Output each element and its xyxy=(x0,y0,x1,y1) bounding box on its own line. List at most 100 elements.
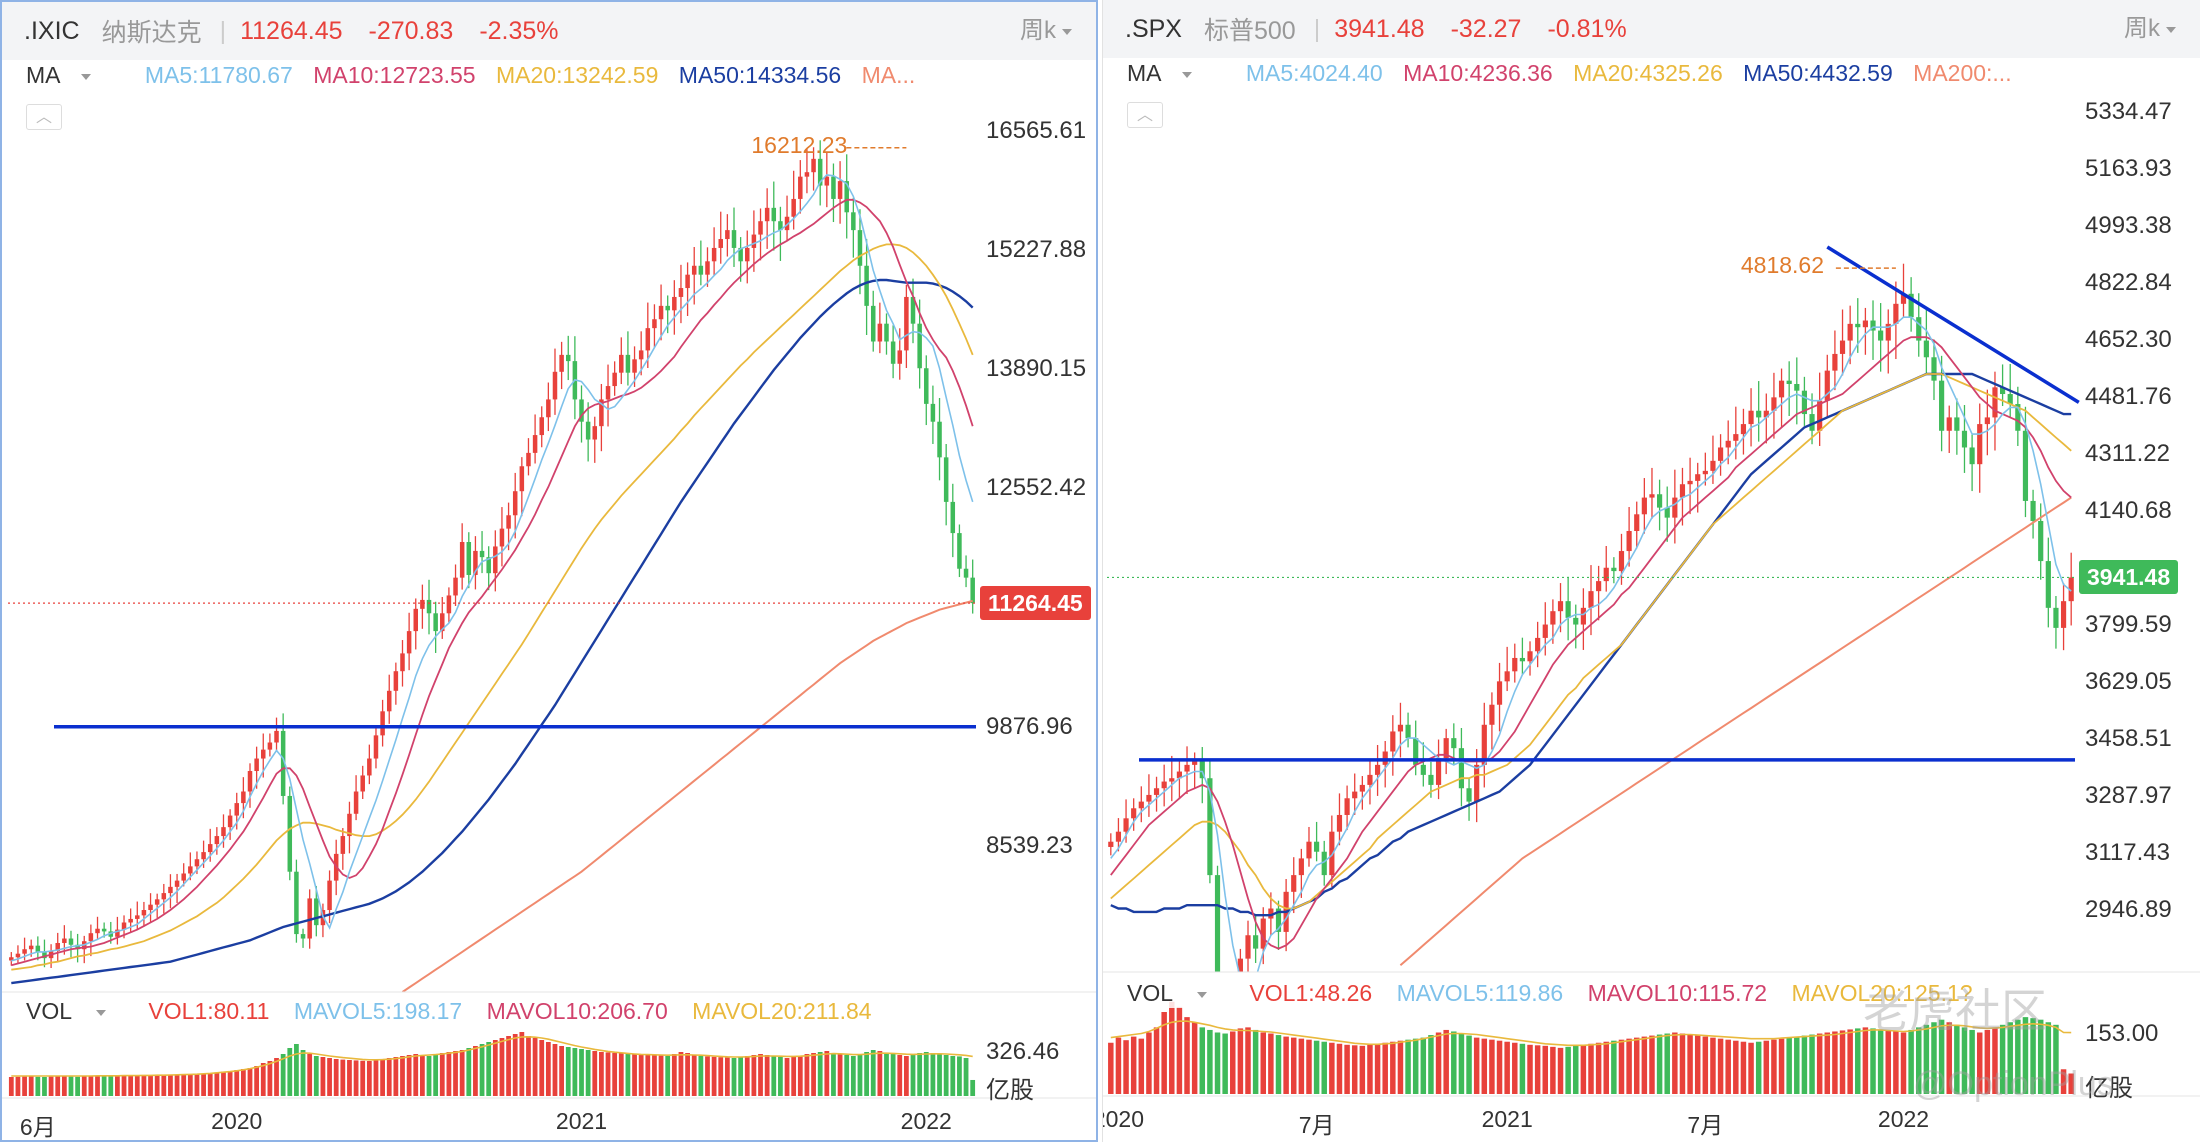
volume-bar xyxy=(1687,1034,1693,1094)
candle-body xyxy=(698,265,704,275)
candle-body xyxy=(413,608,419,632)
candle-body xyxy=(1893,303,1899,324)
candle-body xyxy=(559,354,564,372)
last-price-tag: 11264.45 xyxy=(980,586,1091,621)
volume-bar xyxy=(1626,1038,1632,1094)
volume-bar xyxy=(857,1054,863,1096)
volume-bar xyxy=(187,1074,193,1096)
candle-body xyxy=(1298,858,1304,876)
candle-body xyxy=(154,899,160,905)
y-tick-label: 15227.88 xyxy=(986,235,1087,263)
candle-body xyxy=(930,403,936,422)
candle-body xyxy=(532,435,538,453)
volume-bar xyxy=(1207,1029,1213,1094)
volume-bar xyxy=(1946,1022,1952,1094)
volume-bar xyxy=(320,1057,326,1096)
volume-plot xyxy=(8,1032,976,1096)
volume-bar xyxy=(1694,1035,1701,1094)
volume-bar xyxy=(1573,1045,1579,1094)
mavol20-label: MAVOL20:211.84 xyxy=(692,998,872,1024)
candle-body xyxy=(459,542,465,578)
volume-bar xyxy=(691,1055,697,1096)
volume-bar xyxy=(1367,1044,1373,1094)
volume-bar xyxy=(201,1073,206,1096)
ma-legend: MA MA5:4024.40 MA10:4236.36 MA20:4325.26… xyxy=(1103,58,2200,88)
volume-bar xyxy=(2053,1024,2059,1094)
vol-selector[interactable]: VOL xyxy=(1127,980,1225,1006)
candle-body xyxy=(745,247,750,262)
candle-body xyxy=(1855,323,1861,328)
volume-bar xyxy=(174,1074,180,1096)
candle-body xyxy=(2030,500,2036,521)
chart-header: .SPX 标普500 | 3941.48 -32.27 -0.81% 周k xyxy=(1103,0,2200,58)
candle-body xyxy=(1352,791,1358,799)
candle-body xyxy=(22,949,27,954)
price-change-pct: -0.81% xyxy=(1547,14,1627,43)
volume-bar xyxy=(526,1036,531,1096)
volume-bar xyxy=(1153,1027,1160,1094)
header-divider: | xyxy=(219,16,227,45)
volume-bar xyxy=(592,1051,598,1096)
volume-bar xyxy=(1931,1022,1937,1094)
volume-tick-label: 亿股 xyxy=(986,1077,1034,1104)
volume-bar xyxy=(75,1076,81,1096)
candle-body xyxy=(612,372,617,387)
candle-body xyxy=(904,296,909,351)
candle-body xyxy=(691,265,697,275)
volume-bar xyxy=(1992,1027,1998,1094)
candle-body xyxy=(380,711,385,736)
volume-bar xyxy=(718,1057,724,1096)
candle-body xyxy=(685,274,690,289)
vol1-label: VOL1:80.11 xyxy=(148,998,270,1024)
candle-body xyxy=(1344,798,1350,815)
candle-body xyxy=(267,742,273,750)
x-tick-label: 6月 xyxy=(19,1114,56,1140)
candle-body xyxy=(1131,808,1137,819)
volume-bar xyxy=(632,1054,637,1096)
ma-selector[interactable]: MA xyxy=(1127,60,1206,86)
volume-bar xyxy=(386,1058,392,1096)
candle-body xyxy=(373,735,379,759)
candle-body xyxy=(1390,731,1396,752)
period-selector[interactable]: 周k xyxy=(1020,2,1072,60)
candle-body xyxy=(1123,818,1129,832)
vol-selector[interactable]: VOL xyxy=(26,998,124,1024)
collapse-chevron-up-icon[interactable]: ︿ xyxy=(1127,102,1163,128)
collapse-chevron-up-icon[interactable]: ︿ xyxy=(26,104,62,130)
candle-body xyxy=(798,176,803,199)
volume-bar xyxy=(1489,1039,1495,1094)
volume-bar xyxy=(652,1055,657,1096)
volume-bar xyxy=(678,1052,684,1096)
candle-body xyxy=(174,880,180,887)
period-selector[interactable]: 周k xyxy=(2124,0,2176,58)
volume-bar xyxy=(154,1075,160,1096)
volume-bar xyxy=(943,1055,949,1096)
volume-bar xyxy=(1862,1027,1869,1094)
ma200-line xyxy=(401,599,973,992)
volume-bar xyxy=(35,1076,41,1096)
candle-body xyxy=(725,230,730,240)
volume-bar xyxy=(1184,1017,1190,1094)
candle-body xyxy=(207,844,213,853)
volume-bar xyxy=(1519,1043,1526,1094)
ma10-line xyxy=(1110,336,2072,950)
y-tick-label: 9876.96 xyxy=(986,712,1073,740)
candle-body xyxy=(1817,400,1823,431)
volume-bar xyxy=(1390,1041,1396,1094)
volume-bar xyxy=(42,1077,47,1096)
candle-body xyxy=(353,791,359,814)
candle-body xyxy=(35,945,41,952)
volume-bar xyxy=(439,1053,445,1096)
volume-bar xyxy=(1527,1044,1533,1094)
candle-body xyxy=(619,354,624,373)
ma-selector[interactable]: MA xyxy=(26,62,105,88)
y-tick-label: 5163.93 xyxy=(2085,154,2172,182)
symbol-label[interactable]: .SPX xyxy=(1125,14,1182,43)
candle-body xyxy=(764,207,770,222)
ma-label: MA xyxy=(26,62,61,88)
candle-body xyxy=(506,515,511,529)
volume-bar xyxy=(2015,1019,2021,1094)
symbol-label[interactable]: .IXIC xyxy=(24,16,80,45)
candle-body xyxy=(1306,841,1312,859)
candle-body xyxy=(1809,414,1815,431)
